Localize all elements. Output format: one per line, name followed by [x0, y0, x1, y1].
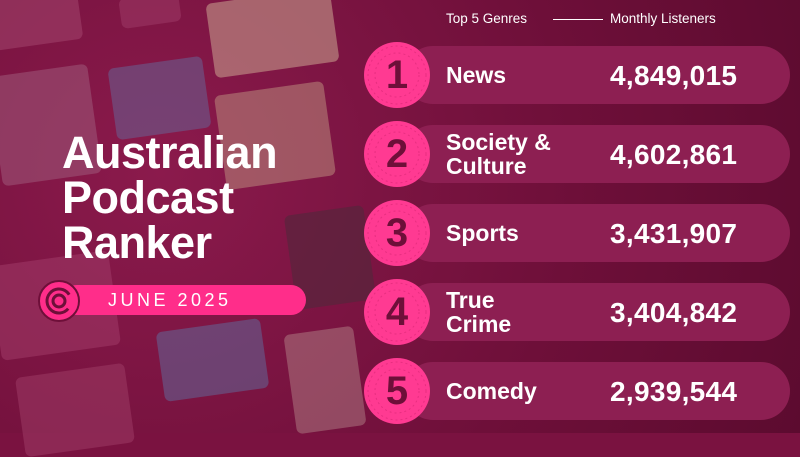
listeners-header: Monthly Listeners [610, 11, 716, 26]
row-background [404, 283, 790, 341]
listener-count: 3,431,907 [610, 218, 738, 249]
date-pill [62, 285, 306, 315]
genre-line: Society & [446, 129, 551, 155]
podcast-cover [14, 362, 136, 457]
row-background [404, 125, 790, 183]
podcast-cover [283, 325, 367, 435]
genre-line: Crime [446, 311, 512, 337]
genre-row: 4 True Crime 3,404,842 [364, 279, 790, 345]
rank-number: 3 [385, 211, 409, 255]
brand-logo-icon [38, 280, 80, 322]
listener-count: 2,939,544 [610, 376, 738, 407]
rank-circle: 3 [364, 200, 430, 266]
genre-row: 5 Comedy 2,939,544 [364, 358, 790, 424]
genre-name: Society & Culture [446, 130, 551, 178]
rank-circle: 2 [364, 121, 430, 187]
podcast-cover [155, 318, 270, 402]
page-title: Australian Podcast Ranker [62, 127, 278, 268]
date-text: JUNE 2025 [108, 290, 232, 310]
genres-header: Top 5 Genres [446, 11, 528, 26]
row-background [404, 204, 790, 262]
rank-circle: 1 [364, 42, 430, 108]
listener-count: 4,849,015 [610, 60, 738, 91]
genre-name: News [446, 63, 506, 87]
genre-name: True Crime [446, 288, 511, 336]
genre-line: Sports [446, 220, 519, 246]
header-divider [553, 19, 603, 20]
genre-name: Comedy [446, 379, 537, 403]
row-background [404, 362, 790, 420]
rank-circle: 4 [364, 279, 430, 345]
date-badge: JUNE 2025 [38, 280, 306, 322]
rank-circle: 5 [364, 358, 430, 424]
title-line: Australian [62, 127, 278, 178]
genre-line: Culture [446, 153, 527, 179]
listener-count: 4,602,861 [610, 139, 738, 170]
genre-row: 1 News 4,849,015 [364, 42, 790, 108]
genre-name: Sports [446, 221, 519, 245]
genre-line: Comedy [446, 378, 537, 404]
listener-count: 3,404,842 [610, 297, 738, 328]
title-line: Podcast [62, 172, 234, 223]
genre-line: True [446, 287, 495, 313]
genre-line: News [446, 62, 507, 88]
rank-number: 1 [385, 53, 409, 97]
title-line: Ranker [62, 217, 212, 268]
rank-number: 5 [385, 369, 409, 413]
genre-row: 3 Sports 3,431,907 [364, 200, 790, 266]
genre-row: 2 Society & Culture 4,602,861 [364, 121, 790, 187]
rank-number: 4 [385, 290, 409, 334]
row-background [404, 46, 790, 104]
rank-number: 2 [385, 132, 409, 176]
